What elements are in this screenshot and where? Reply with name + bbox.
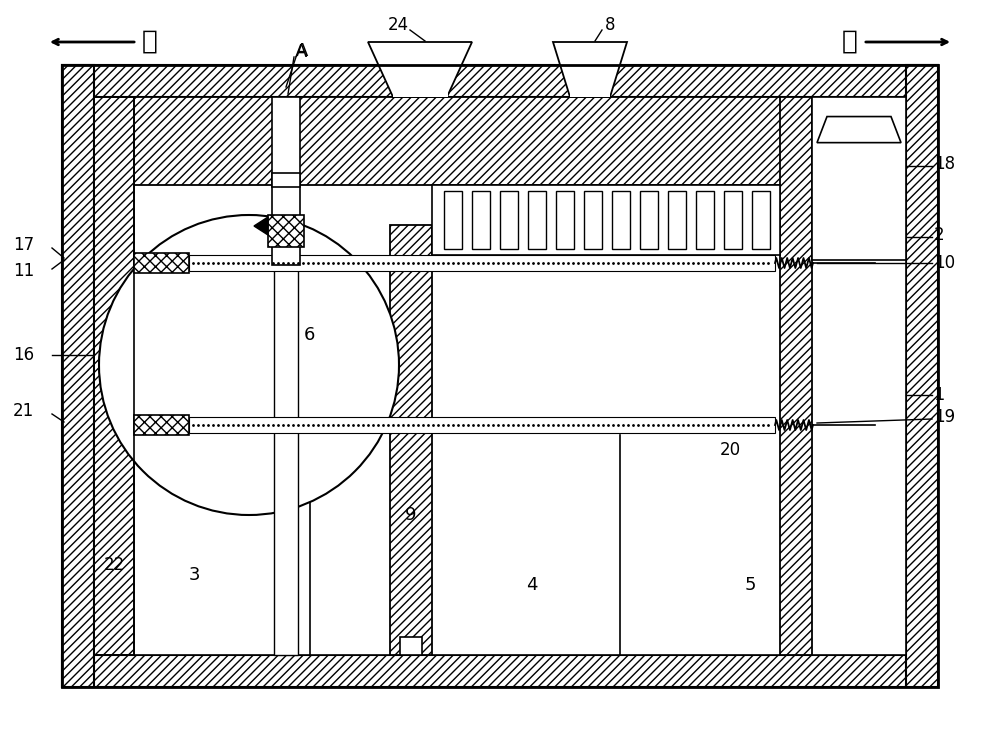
Text: 11: 11 xyxy=(13,262,34,280)
Text: 16: 16 xyxy=(13,346,34,364)
Text: 17: 17 xyxy=(13,236,34,254)
Circle shape xyxy=(99,215,399,515)
Bar xyxy=(62,65,938,97)
Bar xyxy=(400,637,422,655)
Text: 8: 8 xyxy=(605,16,615,34)
Text: 4: 4 xyxy=(526,576,538,594)
Bar xyxy=(812,97,906,260)
Text: 5: 5 xyxy=(744,576,756,594)
Text: 3: 3 xyxy=(188,566,200,584)
Text: 2: 2 xyxy=(934,226,945,244)
Bar xyxy=(752,191,770,249)
Polygon shape xyxy=(368,42,472,97)
Bar xyxy=(500,191,518,249)
Bar xyxy=(472,191,490,249)
Bar xyxy=(94,97,906,185)
Polygon shape xyxy=(553,42,627,97)
Bar xyxy=(62,655,938,687)
Bar xyxy=(432,185,780,255)
Text: 9: 9 xyxy=(405,506,417,524)
Polygon shape xyxy=(817,116,901,142)
Bar xyxy=(724,191,742,249)
Bar xyxy=(62,65,94,687)
Bar xyxy=(189,255,775,271)
Text: 18: 18 xyxy=(934,154,955,173)
Bar xyxy=(780,97,812,655)
Bar xyxy=(189,417,775,433)
Text: 10: 10 xyxy=(934,254,955,272)
Bar xyxy=(640,191,658,249)
Text: 21: 21 xyxy=(13,402,34,420)
Bar xyxy=(272,173,300,187)
Bar xyxy=(393,65,448,97)
Bar xyxy=(584,191,602,249)
Bar xyxy=(62,65,938,687)
Bar xyxy=(528,191,546,249)
Bar xyxy=(134,415,189,435)
Text: 6: 6 xyxy=(303,326,315,344)
Bar xyxy=(906,65,938,687)
Bar xyxy=(268,215,304,247)
Bar xyxy=(444,191,462,249)
Text: 19: 19 xyxy=(934,408,955,426)
Text: 22: 22 xyxy=(103,556,125,574)
Bar xyxy=(390,225,432,655)
Bar xyxy=(612,191,630,249)
Bar xyxy=(696,191,714,249)
Bar xyxy=(556,191,574,249)
Text: A: A xyxy=(295,43,307,61)
Bar xyxy=(94,97,906,655)
Text: 右: 右 xyxy=(842,29,858,55)
Bar xyxy=(274,265,298,655)
Bar xyxy=(94,97,134,655)
Polygon shape xyxy=(254,217,268,235)
Bar xyxy=(134,253,189,273)
Text: 左: 左 xyxy=(142,29,158,55)
Text: A: A xyxy=(296,42,308,60)
Text: 24: 24 xyxy=(387,16,409,34)
Text: 20: 20 xyxy=(719,441,741,459)
Bar xyxy=(272,97,300,265)
Bar xyxy=(570,65,610,97)
Bar xyxy=(668,191,686,249)
Bar xyxy=(94,97,134,655)
Text: 1: 1 xyxy=(934,386,945,404)
